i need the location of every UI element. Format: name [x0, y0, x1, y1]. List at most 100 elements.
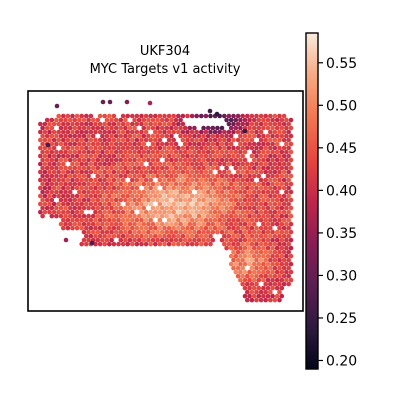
spot [84, 113, 89, 119]
spot [148, 241, 153, 247]
spot [215, 149, 220, 155]
spot [95, 181, 101, 187]
spot [143, 137, 149, 143]
spot [67, 149, 73, 155]
spot [58, 213, 64, 219]
spot [157, 121, 163, 127]
spot [284, 165, 289, 171]
spot [217, 201, 222, 207]
spot [107, 129, 112, 135]
spot [49, 125, 55, 131]
spot [150, 141, 156, 147]
spot [279, 117, 285, 123]
spot [215, 213, 220, 219]
spot [279, 293, 285, 299]
spot [150, 197, 156, 203]
spot [178, 125, 183, 131]
spot [268, 265, 273, 271]
spot [162, 225, 167, 231]
spot [249, 121, 255, 127]
spot [72, 149, 78, 155]
spot [90, 181, 96, 187]
spot [185, 113, 190, 119]
spot [153, 129, 158, 135]
spot [171, 209, 176, 215]
spot [245, 273, 250, 279]
spot [102, 169, 107, 175]
spot [240, 121, 245, 127]
spot [215, 221, 220, 227]
spot [124, 99, 130, 105]
spot [245, 177, 250, 183]
colorbar-tick-label: 0.25 [326, 311, 357, 327]
spot [284, 213, 289, 219]
spot [70, 113, 75, 119]
spatial-spots [38, 99, 294, 303]
spot [217, 129, 222, 135]
spot [185, 201, 190, 207]
spot [93, 169, 98, 175]
spot [157, 129, 163, 135]
spot [63, 221, 68, 227]
spot [136, 221, 142, 227]
spot [61, 161, 66, 167]
spot [56, 169, 61, 175]
spot [42, 161, 48, 167]
spot [286, 201, 292, 207]
spot [182, 173, 188, 179]
spot [208, 177, 213, 183]
spot [249, 249, 255, 255]
spot [61, 137, 66, 143]
spot [171, 185, 176, 191]
spot [238, 149, 243, 155]
spot [107, 209, 112, 215]
spot [203, 193, 209, 199]
spot [226, 129, 232, 135]
spot [38, 169, 43, 175]
spot [44, 157, 50, 163]
spot [258, 137, 264, 143]
spot [263, 209, 269, 215]
spot [40, 205, 45, 211]
spot [284, 197, 289, 203]
spot [113, 213, 119, 219]
spot [67, 213, 73, 219]
spot [201, 237, 206, 243]
spot [281, 161, 287, 167]
spot [268, 233, 273, 239]
spot [102, 113, 107, 119]
spot [270, 285, 275, 291]
spot [249, 137, 255, 143]
spot [284, 173, 289, 179]
spot [210, 157, 216, 163]
spot [38, 145, 43, 151]
spot [217, 193, 222, 199]
spot [180, 137, 186, 143]
spot [143, 185, 149, 191]
spot [251, 269, 257, 275]
spot [58, 165, 64, 171]
spot [54, 149, 59, 155]
spot [185, 161, 190, 167]
spot [238, 141, 243, 147]
spot [40, 149, 45, 155]
spot [201, 173, 206, 179]
spot [84, 217, 89, 223]
spot [74, 225, 80, 231]
spot [146, 173, 151, 179]
spot [215, 165, 220, 171]
spot [212, 225, 218, 231]
spot [201, 141, 206, 147]
spot [194, 225, 199, 231]
spot [265, 253, 271, 259]
spot [127, 237, 133, 243]
spot [274, 157, 280, 163]
spot [251, 229, 257, 235]
spot [77, 165, 82, 171]
spot [265, 117, 271, 123]
spot [222, 129, 227, 135]
spot [284, 181, 289, 187]
spot [102, 193, 107, 199]
spot [150, 133, 156, 139]
spot [162, 193, 167, 199]
